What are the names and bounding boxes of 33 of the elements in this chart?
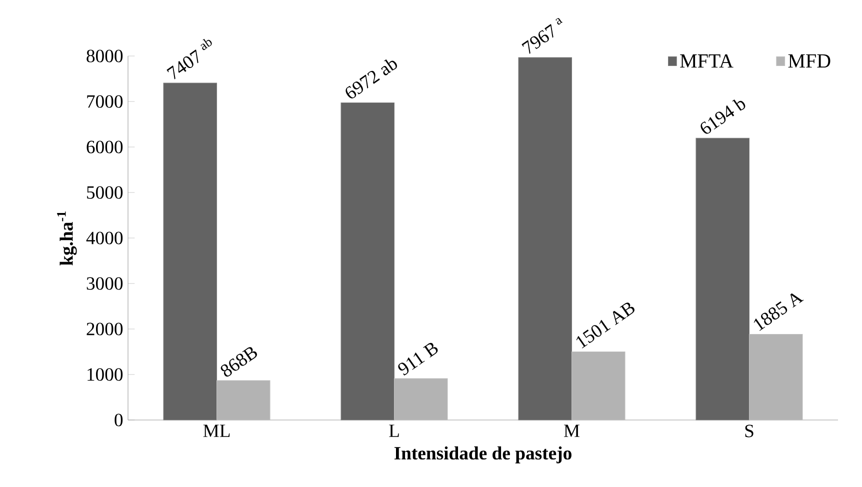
bar — [748, 334, 803, 420]
data-label: 1885 A — [754, 293, 804, 331]
y-tick-label: 6000 — [86, 140, 123, 154]
data-label: 7407 $^{ab}$ — [166, 38, 212, 80]
y-tick-label: 0 — [114, 414, 123, 426]
bar — [571, 351, 626, 420]
y-axis-title: kg.ha$^{-1}$ — [57, 212, 77, 266]
x-tick-label: L — [389, 424, 399, 437]
y-tick-label: 5000 — [87, 186, 123, 199]
bar — [216, 380, 270, 420]
data-label: 6972 ab — [346, 59, 397, 98]
data-label: 868B — [220, 347, 257, 377]
data-label: 1501 AB — [576, 302, 634, 348]
y-tick-label: 7000 — [87, 95, 123, 108]
y-tick-label: 2000 — [86, 322, 123, 336]
data-label: 911 B — [398, 342, 438, 376]
bar — [340, 102, 395, 420]
data-label: 6194 b — [700, 100, 746, 134]
bar — [394, 378, 448, 420]
bar — [163, 82, 218, 420]
y-tick-label: 8000 — [86, 50, 123, 62]
x-tick-label: S — [745, 424, 754, 438]
y-tick-label: 4000 — [86, 232, 123, 244]
y-tick-label: 3000 — [86, 277, 123, 290]
x-axis-title: Intensidade de pastejo — [394, 446, 572, 464]
bar — [696, 138, 750, 420]
data-label: 7967 $^{a}$ — [522, 18, 563, 54]
x-tick-label: ML — [203, 424, 230, 437]
legend-label: MFTA — [680, 54, 734, 68]
y-tick-label: 1000 — [88, 368, 123, 381]
legend-label: MFD — [788, 54, 830, 68]
x-tick-label: M — [564, 424, 580, 437]
bar — [518, 57, 572, 420]
